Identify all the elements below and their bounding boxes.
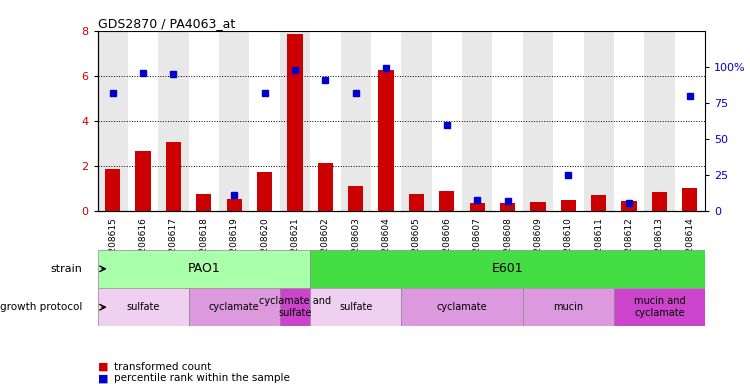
Text: PAO1: PAO1 [188,262,220,275]
Bar [166,142,181,211]
Bar [226,199,242,211]
Bar [584,31,614,211]
Bar [553,31,584,211]
Bar [675,31,705,211]
Text: ■: ■ [98,373,108,383]
Bar [189,288,280,326]
Bar [340,31,370,211]
Bar [310,31,340,211]
Bar [249,31,280,211]
Bar [287,34,302,211]
Bar [614,31,644,211]
Text: E601: E601 [492,262,524,275]
Bar [370,31,401,211]
Bar [98,31,128,211]
Text: sulfate: sulfate [126,302,160,312]
Bar [523,31,553,211]
Text: transformed count: transformed count [114,362,212,372]
Bar [682,187,698,211]
Bar [189,31,219,211]
Bar [523,288,614,326]
Text: sulfate: sulfate [339,302,372,312]
Bar [280,31,310,211]
Bar [280,288,310,326]
Bar [196,194,211,211]
Bar [98,250,310,288]
Bar [318,163,333,211]
Bar [257,172,272,211]
Bar [98,288,189,326]
Text: mucin: mucin [554,302,584,312]
Text: GDS2870 / PA4063_at: GDS2870 / PA4063_at [98,17,235,30]
Text: growth protocol: growth protocol [0,302,82,312]
Bar [591,195,606,211]
Bar [652,192,667,211]
Text: mucin and
cyclamate: mucin and cyclamate [634,296,686,318]
Text: strain: strain [51,264,82,274]
Bar [128,31,158,211]
Bar [379,70,394,211]
Text: cyclamate and
sulfate: cyclamate and sulfate [259,296,331,318]
Text: cyclamate: cyclamate [436,302,488,312]
Bar [622,201,637,211]
Bar [614,288,705,326]
Text: percentile rank within the sample: percentile rank within the sample [114,373,290,383]
Bar [401,288,523,326]
Bar [462,31,492,211]
Bar [219,31,249,211]
Bar [561,200,576,211]
Bar [310,250,705,288]
Bar [136,151,151,211]
Bar [644,31,675,211]
Bar [470,203,484,211]
Bar [500,203,515,211]
Bar [530,202,545,211]
Bar [310,288,401,326]
Bar [105,169,120,211]
Bar [409,194,424,211]
Bar [348,186,363,211]
Bar [492,31,523,211]
Bar [158,31,189,211]
Text: ■: ■ [98,362,108,372]
Bar [440,191,454,211]
Text: cyclamate: cyclamate [209,302,260,312]
Bar [432,31,462,211]
Bar [401,31,432,211]
